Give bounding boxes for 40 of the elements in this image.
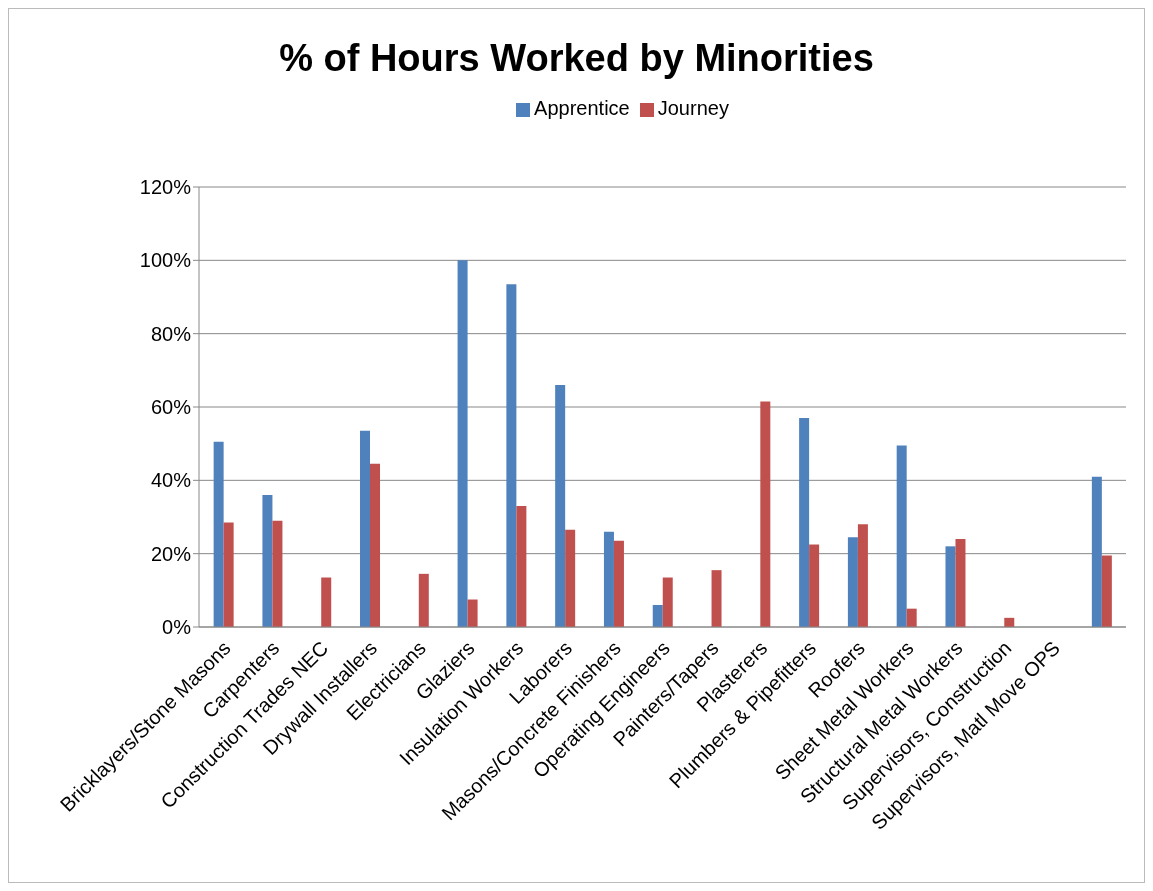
bar — [467, 599, 478, 627]
bar — [565, 529, 576, 627]
chart-title: % of Hours Worked by Minorities — [278, 36, 875, 81]
y-tick-label: 120% — [139, 176, 192, 199]
legend-label: Journey — [657, 97, 729, 119]
bar — [896, 445, 907, 627]
bar — [652, 605, 663, 627]
bar — [213, 441, 224, 627]
bar — [223, 522, 234, 627]
bar — [906, 608, 917, 627]
bar — [603, 531, 614, 627]
bar — [506, 284, 517, 627]
bar — [272, 520, 283, 627]
bar — [370, 463, 381, 627]
bar — [847, 537, 858, 627]
bar — [799, 418, 810, 627]
bar — [321, 577, 332, 627]
y-tick-label: 0% — [162, 616, 192, 639]
y-tick-label: 40% — [150, 469, 192, 492]
y-tick-label: 20% — [150, 542, 192, 565]
bar — [711, 570, 722, 627]
bar — [457, 260, 468, 627]
bar — [809, 544, 820, 627]
bar — [555, 385, 566, 627]
bar — [945, 546, 956, 627]
bar — [516, 506, 527, 627]
bar — [857, 524, 868, 627]
y-tick-label: 60% — [150, 396, 192, 419]
bar — [955, 539, 966, 627]
bar — [1091, 476, 1102, 627]
y-tick-label: 100% — [139, 249, 192, 272]
bar — [662, 577, 673, 627]
bar — [418, 573, 429, 627]
legend-label: Apprentice — [534, 97, 630, 119]
y-tick-label: 80% — [150, 322, 192, 345]
bar — [262, 495, 273, 627]
bar — [760, 401, 771, 627]
bar — [360, 430, 371, 627]
bar — [1101, 555, 1112, 627]
bar — [613, 540, 624, 627]
